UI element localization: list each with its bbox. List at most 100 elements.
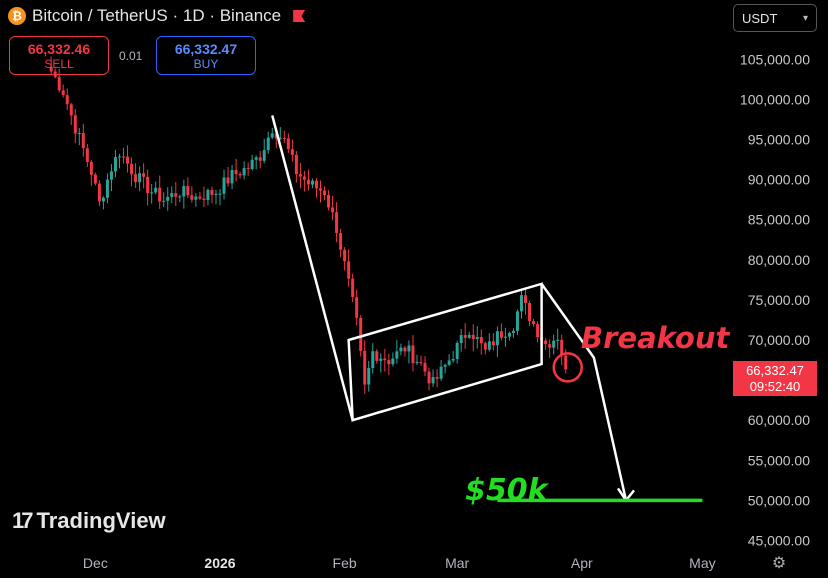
candle [302, 170, 306, 192]
candle [57, 68, 61, 93]
x-tick-label: Mar [445, 555, 469, 571]
candle [134, 163, 138, 188]
symbol-header: ₿ Bitcoin / TetherUS · 1D · Binance [8, 6, 306, 26]
candle [383, 348, 387, 372]
currency-select[interactable]: USDT ▾ [733, 4, 817, 32]
candle [294, 151, 298, 183]
candle [507, 331, 511, 341]
sell-button[interactable]: 66,332.46 SELL [9, 36, 109, 75]
candle [118, 153, 121, 169]
candle [423, 356, 427, 377]
candle [411, 335, 415, 372]
last-price-tag: 66,332.47 09:52:40 [733, 361, 817, 396]
candle [499, 323, 503, 341]
candle [314, 178, 318, 198]
candle [463, 323, 467, 349]
y-tick-label: 105,000.00 [740, 51, 810, 67]
breakout-label: Breakout [581, 321, 730, 355]
last-price: 66,332.47 [746, 362, 804, 378]
candle [475, 326, 479, 349]
breakout-circle [552, 352, 583, 383]
y-tick-label: 100,000.00 [740, 91, 810, 107]
candle [166, 187, 170, 211]
candle [298, 162, 302, 189]
y-tick-label: 70,000.00 [748, 332, 810, 348]
candle [427, 367, 431, 391]
candle [399, 343, 403, 356]
candle [254, 155, 258, 170]
candle [93, 172, 97, 186]
projection-arrow [540, 283, 628, 501]
bitcoin-icon: ₿ [8, 7, 26, 25]
candle [511, 328, 515, 338]
candles [49, 56, 568, 395]
candle [491, 333, 495, 351]
bar-countdown: 09:52:40 [749, 378, 801, 394]
y-tick-label: 45,000.00 [748, 533, 810, 549]
candle [178, 194, 182, 203]
candle [154, 181, 158, 195]
candle [210, 186, 214, 204]
candle [234, 158, 238, 182]
candle [327, 190, 331, 211]
candle [556, 328, 560, 350]
candle [238, 171, 242, 179]
candle [218, 189, 222, 206]
candle [126, 145, 130, 173]
candle [351, 273, 355, 303]
candle [105, 173, 109, 204]
x-tick-label: 2026 [204, 555, 235, 571]
candle [395, 340, 399, 364]
y-axis: 105,000.00 100,000.00 95,000.00 90,000.00 85… [740, 51, 810, 548]
candle [206, 188, 210, 206]
gear-icon[interactable]: ⚙ [771, 555, 787, 572]
candle [495, 326, 499, 358]
candle [162, 192, 166, 208]
tradingview-mark-icon: 17 [12, 508, 34, 533]
downtrend-line [271, 115, 354, 421]
candle [367, 360, 371, 392]
candle [379, 353, 383, 373]
buy-button[interactable]: 66,332.47 BUY [156, 36, 256, 75]
candle [174, 182, 178, 207]
candle [415, 354, 419, 365]
drawings: Breakout $50k [271, 115, 730, 508]
y-tick-label: 95,000.00 [748, 132, 810, 148]
candle [310, 178, 314, 189]
candle [431, 369, 435, 387]
candle [435, 369, 439, 388]
candle [487, 333, 491, 352]
bear-flag-channel [347, 282, 543, 422]
x-tick-label: Apr [571, 555, 593, 571]
currency-value: USDT [742, 10, 778, 26]
candle [536, 321, 540, 343]
buy-label: BUY [193, 56, 219, 71]
candle [524, 287, 528, 315]
candle [447, 354, 451, 367]
candle [69, 102, 73, 126]
candle [89, 159, 93, 186]
flag-icon[interactable] [293, 10, 306, 22]
candle [250, 154, 254, 171]
candle [532, 318, 536, 327]
candle [347, 249, 351, 287]
candle [49, 56, 53, 75]
candle [439, 359, 443, 381]
x-tick-label: Feb [333, 555, 357, 571]
candle [335, 202, 339, 243]
candle [146, 169, 150, 206]
candle [226, 166, 230, 187]
candle [262, 138, 266, 164]
spread-value: 0.01 [119, 49, 143, 63]
candle [419, 355, 423, 366]
y-tick-label: 85,000.00 [748, 212, 810, 228]
candle [363, 340, 367, 395]
sell-label: SELL [44, 56, 74, 71]
candle [331, 195, 335, 221]
y-tick-label: 60,000.00 [748, 412, 810, 428]
candle [198, 191, 202, 201]
x-tick-label: May [689, 555, 715, 571]
candle [479, 329, 483, 355]
candle [467, 331, 471, 340]
